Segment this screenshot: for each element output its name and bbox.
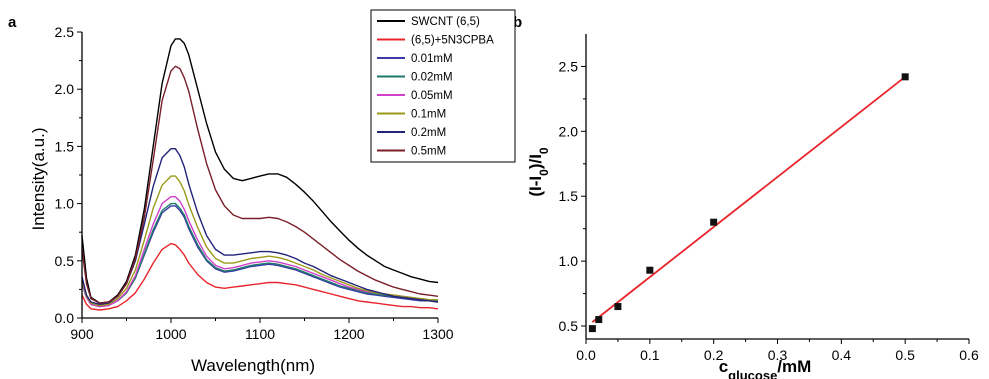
y-tick-label-b-3: 2.0 [559, 123, 579, 139]
y-tick-label-a-1: 0.5 [55, 253, 75, 269]
x-axis-label-a: Wavelength(nm) [191, 356, 315, 375]
y-tick-label-a-5: 2.5 [55, 24, 75, 40]
data-point-1 [595, 316, 603, 324]
x-axis-label-b: cglucose/mM [719, 357, 812, 379]
x-tick-label-b-2: 0.2 [704, 347, 724, 363]
x-axis-label-b-main: c [719, 357, 728, 376]
x-tick-label-b-5: 0.5 [895, 347, 915, 363]
x-tick-label-b-0: 0.0 [576, 347, 596, 363]
y-axis-label-b-sub1: 0 [537, 169, 551, 176]
legend-a: SWCNT (6,5) (6,5)+5N3CPBA 0.01mM 0.02mM 0.05… [370, 9, 516, 163]
legend-entry-7: 0.5mM [411, 146, 446, 158]
y-tick-label-b-2: 1.5 [559, 188, 579, 204]
series-line-0 [81, 38, 439, 304]
panel-label-b: b [513, 14, 522, 31]
data-point-5 [901, 73, 909, 81]
x-tick-label-a-3: 1200 [333, 326, 364, 342]
x-tick-label-b-6: 0.6 [959, 347, 979, 363]
legend-entry-2: 0.01mM [411, 53, 453, 65]
x-tick-label-a-2: 1100 [245, 326, 275, 342]
fit-line [591, 76, 906, 323]
y-tick-label-a-4: 2.0 [55, 81, 75, 97]
legend-entry-0: SWCNT (6,5) [411, 16, 480, 28]
y-axis-label-b-mid: )/I [526, 154, 545, 169]
series-line-3 [81, 202, 438, 308]
x-tick-label-a-4: 1300 [422, 326, 453, 342]
legend-entry-3: 0.02mM [411, 72, 453, 84]
legend-entry-6: 0.2mM [411, 127, 446, 139]
data-point-2 [614, 303, 622, 311]
x-tick-label-b-4: 0.4 [832, 347, 852, 363]
panel-label-a: a [8, 14, 17, 31]
legend-entry-5: 0.1mM [411, 109, 446, 121]
x-tick-label-a-1: 1000 [155, 326, 186, 342]
legend-entry-4: 0.05mM [411, 90, 453, 102]
legend-entry-1: (6,5)+5N3CPBA [411, 35, 494, 47]
legend-box [370, 9, 516, 163]
y-axis-label-b-sub2: 0 [537, 147, 551, 154]
data-point-3 [646, 266, 654, 274]
y-tick-label-a-2: 1.0 [55, 196, 75, 212]
x-tick-label-b-1: 0.1 [640, 347, 660, 363]
data-point-4 [710, 218, 718, 226]
y-tick-label-a-0: 0.0 [55, 310, 75, 326]
y-axis-label-b: (I-I0)/I0 [526, 147, 551, 197]
y-tick-label-a-3: 1.5 [55, 138, 75, 154]
series-line-6 [81, 147, 439, 305]
y-tick-label-b-4: 2.5 [559, 58, 579, 74]
x-tick-label-a-0: 900 [70, 326, 94, 342]
x-axis-label-b-sub: glucose [728, 368, 777, 379]
y-axis-label-b-main: (I-I [526, 176, 545, 197]
plot-b: 0.0 0.1 0.2 0.3 0.4 0.5 0.6 0.5 1.0 1.5 2.0 2.5 [559, 34, 979, 363]
x-axis-label-b-tail: /mM [777, 357, 811, 376]
plot-a: 900 1000 1100 1200 1300 0.0 0.5 1.0 1.5 2.0 2.5 SWC… [55, 9, 516, 342]
series-line-1 [81, 242, 439, 311]
y-tick-label-b-0: 0.5 [559, 318, 579, 334]
data-point-0 [588, 325, 596, 333]
series-line-5 [81, 175, 438, 307]
x-tick-label-b-3: 0.3 [768, 347, 788, 363]
series-line-7 [81, 65, 439, 304]
y-axis-label-a: Intensity(a.u.) [29, 128, 48, 231]
y-tick-label-b-1: 1.0 [559, 253, 579, 269]
